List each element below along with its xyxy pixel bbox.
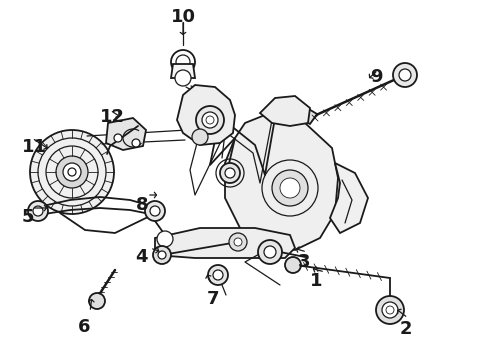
Polygon shape — [171, 64, 195, 78]
Circle shape — [264, 246, 276, 258]
Circle shape — [202, 112, 218, 128]
Circle shape — [153, 246, 171, 264]
Circle shape — [132, 139, 140, 147]
Circle shape — [258, 240, 282, 264]
Text: 2: 2 — [400, 320, 413, 338]
Text: 10: 10 — [171, 8, 196, 26]
Circle shape — [208, 265, 228, 285]
Circle shape — [220, 163, 240, 183]
Circle shape — [280, 178, 300, 198]
Circle shape — [171, 50, 195, 74]
Circle shape — [145, 201, 165, 221]
Circle shape — [225, 168, 235, 178]
Text: 4: 4 — [136, 248, 148, 266]
Circle shape — [192, 129, 208, 145]
Circle shape — [272, 170, 308, 206]
Circle shape — [158, 251, 166, 259]
Circle shape — [382, 302, 398, 318]
Text: 8: 8 — [136, 196, 148, 214]
Polygon shape — [106, 118, 146, 150]
Text: 6: 6 — [78, 318, 91, 336]
Circle shape — [234, 238, 242, 246]
Text: 1: 1 — [310, 272, 322, 290]
Circle shape — [63, 163, 81, 181]
Circle shape — [28, 201, 48, 221]
Text: 11: 11 — [22, 138, 47, 156]
Circle shape — [376, 296, 404, 324]
Circle shape — [114, 134, 122, 142]
Polygon shape — [177, 85, 235, 145]
Text: 9: 9 — [370, 68, 383, 86]
Circle shape — [30, 130, 114, 214]
Polygon shape — [330, 163, 368, 233]
Circle shape — [196, 106, 224, 134]
Polygon shape — [225, 113, 338, 250]
Text: 12: 12 — [100, 108, 125, 126]
Circle shape — [229, 233, 247, 251]
Circle shape — [56, 156, 88, 188]
Circle shape — [89, 293, 105, 309]
Circle shape — [213, 270, 223, 280]
Circle shape — [399, 69, 411, 81]
Polygon shape — [260, 96, 310, 126]
Text: 3: 3 — [298, 253, 311, 271]
Text: 7: 7 — [207, 290, 220, 308]
Polygon shape — [155, 228, 295, 258]
Circle shape — [285, 257, 301, 273]
Polygon shape — [295, 105, 317, 124]
Text: 5: 5 — [22, 208, 34, 226]
Circle shape — [393, 63, 417, 87]
Circle shape — [175, 70, 191, 86]
Circle shape — [157, 231, 173, 247]
Circle shape — [150, 206, 160, 216]
Circle shape — [33, 206, 43, 216]
